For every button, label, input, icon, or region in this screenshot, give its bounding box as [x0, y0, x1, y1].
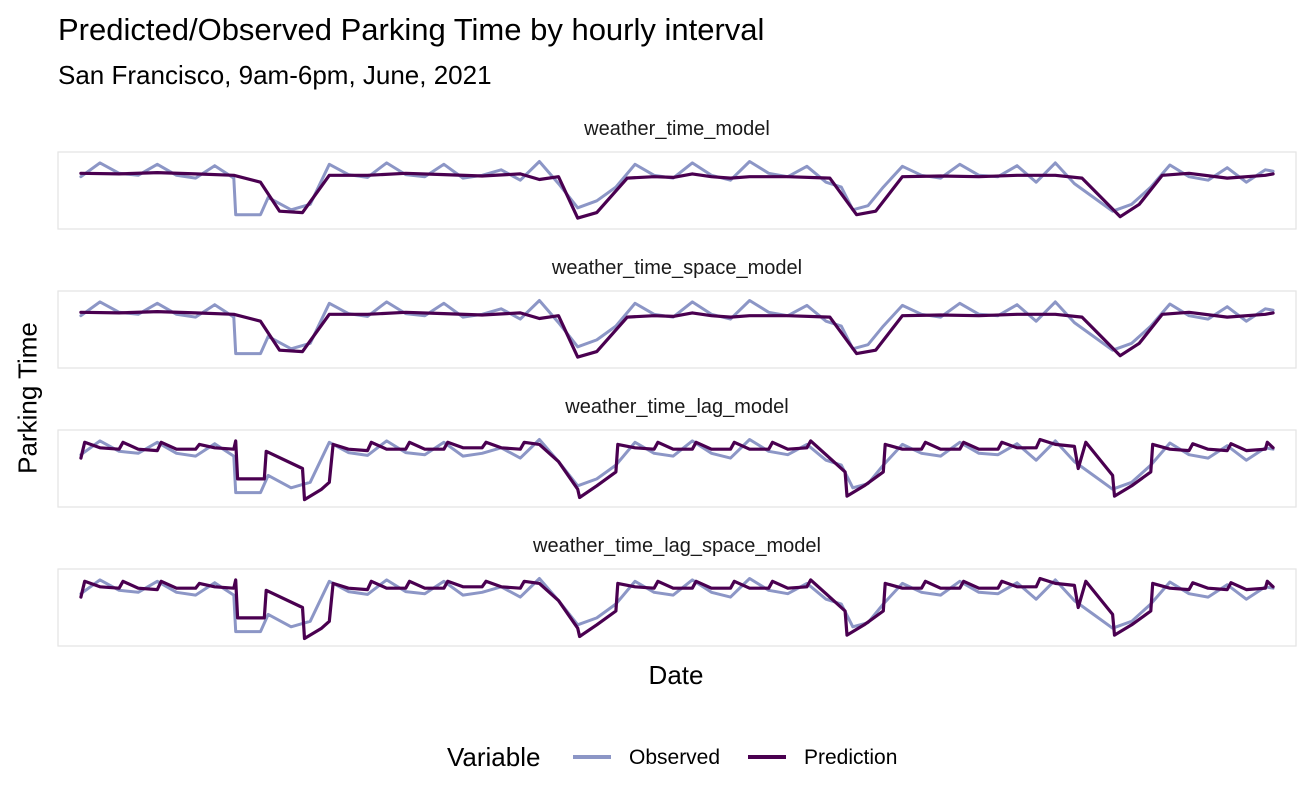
series-line-prediction: [79, 437, 1275, 502]
legend-key-prediction: [748, 755, 786, 759]
series-line-observed: [79, 577, 1275, 634]
panel-border: [57, 151, 1297, 230]
series-line-prediction: [79, 171, 1275, 220]
facet-strip-label: weather_time_lag_space_model: [532, 535, 821, 557]
series-line-prediction: [79, 576, 1275, 641]
facet-panel: weather_time_model: [57, 118, 1297, 230]
series-line-observed: [79, 160, 1275, 217]
legend-label-observed: Observed: [629, 746, 721, 769]
panel-border: [57, 568, 1297, 647]
chart-canvas: weather_time_model weather_time_space_mod…: [57, 118, 1297, 647]
series-line-prediction: [79, 310, 1275, 359]
legend-key-observed: [573, 755, 611, 759]
panel-border: [57, 429, 1297, 508]
series-line-observed: [79, 299, 1275, 356]
facet-strip-label: weather_time_space_model: [551, 257, 802, 279]
facet-panel: weather_time_lag_model: [57, 396, 1297, 508]
chart-subtitle: San Francisco, 9am-6pm, June, 2021: [58, 60, 492, 90]
facet-strip-label: weather_time_lag_model: [564, 396, 788, 418]
series-line-observed: [79, 438, 1275, 495]
facet-panel: weather_time_lag_space_model: [57, 535, 1297, 647]
legend-title: Variable: [447, 742, 541, 772]
panel-border: [57, 290, 1297, 369]
x-axis-label: Date: [648, 660, 704, 690]
chart-title: Predicted/Observed Parking Time by hourl…: [58, 12, 765, 47]
facet-strip-label: weather_time_model: [583, 118, 770, 140]
legend: Variable Observed Prediction: [0, 738, 1310, 778]
facet-panel: weather_time_space_model: [57, 257, 1297, 369]
legend-label-prediction: Prediction: [804, 746, 898, 769]
